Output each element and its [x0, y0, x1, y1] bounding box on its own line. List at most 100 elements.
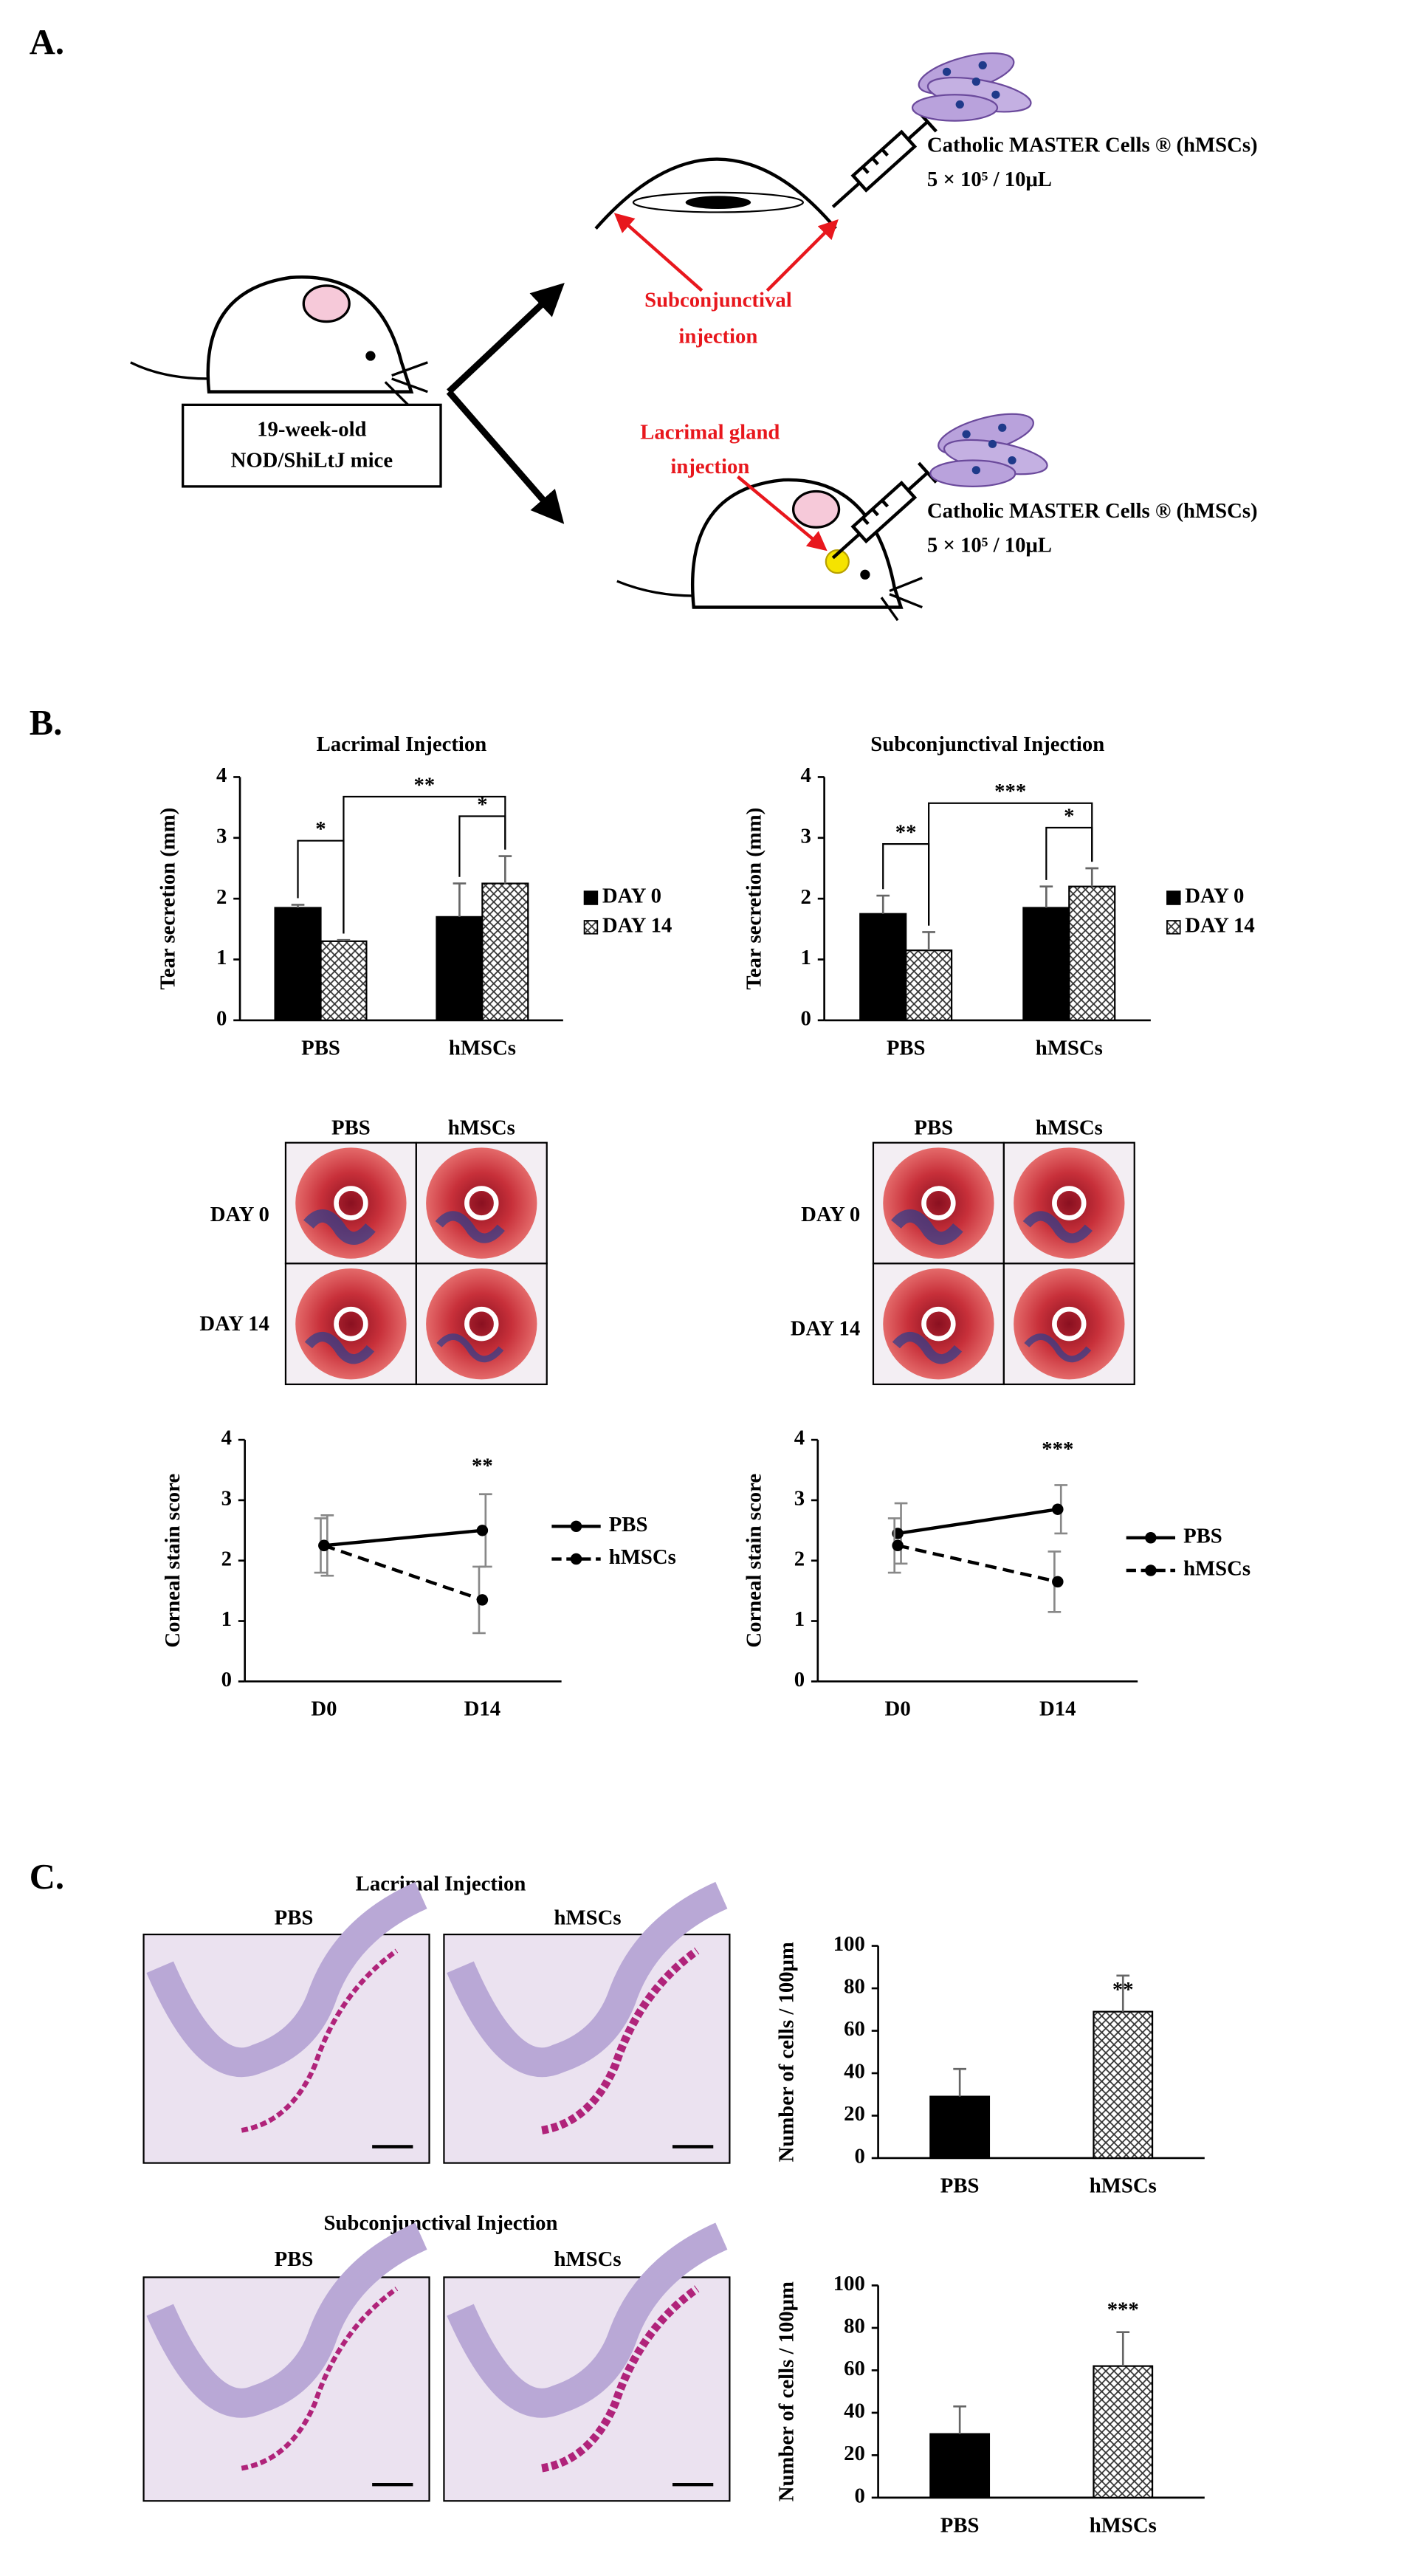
line — [897, 1508, 1059, 1536]
legend-label: DAY 14 — [1185, 913, 1254, 937]
legend-marker — [1145, 1532, 1157, 1544]
panel-label: A. — [30, 22, 64, 62]
syringe-needle — [831, 461, 938, 560]
cornea — [883, 1268, 994, 1380]
y-tick-label: 2 — [801, 885, 811, 909]
light-reflex — [464, 1306, 499, 1342]
column-label: hMSCs — [448, 1116, 515, 1140]
column-label: PBS — [914, 1116, 953, 1140]
marker — [892, 1539, 904, 1552]
x-tick-label: hMSCs — [449, 1036, 516, 1059]
y-tick-label: 0 — [221, 1668, 232, 1691]
cell — [911, 94, 999, 122]
micrographs — [142, 1881, 731, 2502]
syringe — [831, 461, 938, 560]
y-tick-label: 3 — [216, 824, 227, 848]
marker — [476, 1594, 489, 1606]
tissue — [146, 1881, 427, 2077]
y-tick-label: 100 — [833, 1932, 865, 1956]
legend-label: DAY 0 — [602, 885, 661, 908]
legend-swatch — [583, 920, 599, 935]
error-bar — [1039, 885, 1053, 908]
error-bar — [953, 2067, 966, 2097]
y-tick-label: 1 — [221, 1607, 232, 1631]
bar — [1093, 2365, 1154, 2498]
legend-marker — [570, 1520, 582, 1533]
x-tick-label: D14 — [464, 1697, 501, 1721]
significance-label: * — [315, 817, 326, 841]
stain-grid — [872, 1141, 1135, 1386]
cells-label: Catholic MASTER Cells ® (hMSCs) — [927, 499, 1258, 523]
cells — [911, 52, 1032, 122]
legend-label: PBS — [1183, 1524, 1222, 1548]
error-bar — [1116, 2331, 1130, 2366]
y-tick-label: 40 — [844, 2060, 865, 2084]
arrow — [446, 389, 565, 524]
light-reflex — [464, 1186, 499, 1220]
x-tick-label: PBS — [940, 2513, 980, 2537]
row-label: DAY 0 — [210, 1203, 269, 1226]
syringe-needle — [831, 111, 938, 208]
marker — [1052, 1576, 1064, 1588]
row-label: DAY 14 — [199, 1312, 269, 1336]
cells-label: Catholic MASTER Cells ® (hMSCs) — [927, 134, 1258, 157]
y-tick-label: 2 — [216, 885, 227, 909]
legend-label: hMSCs — [1183, 1557, 1251, 1581]
line — [323, 1528, 483, 1548]
x-tick-label: PBS — [940, 2174, 980, 2197]
cells-dose: 5 × 10⁵ / 10μL — [927, 168, 1052, 191]
column-label: hMSCs — [1036, 1116, 1103, 1140]
legend-label: DAY 0 — [1185, 885, 1244, 908]
chart-title: Subconjunctival Injection — [870, 732, 1104, 756]
error-bar — [953, 2405, 966, 2434]
y-tick-label: 3 — [221, 1487, 232, 1511]
tissue — [447, 2222, 728, 2418]
y-axis-label: Number of cells / 100μm — [775, 2281, 799, 2501]
error-bar — [498, 855, 512, 884]
fluorescein-stain — [304, 1331, 375, 1364]
legend-swatch — [1166, 890, 1181, 905]
cornea — [1014, 1147, 1125, 1259]
x-tick-label: hMSCs — [1036, 1036, 1103, 1059]
y-tick-label: 40 — [844, 2399, 865, 2422]
column-label: PBS — [275, 2247, 314, 2271]
row-label: DAY 14 — [791, 1317, 860, 1341]
light-reflex — [921, 1186, 956, 1220]
fluorescein-stain — [892, 1331, 963, 1364]
error-bar — [291, 904, 305, 908]
y-axis-label: Corneal stain score — [742, 1474, 766, 1648]
mouse-tail — [616, 577, 923, 622]
annotation: Subconjunctival — [644, 289, 792, 312]
y-tick-label: 20 — [844, 2442, 865, 2465]
fluorescein-stain — [435, 1211, 505, 1243]
y-tick-label: 0 — [855, 2145, 865, 2168]
error-bar — [337, 938, 351, 941]
annotation: injection — [670, 455, 749, 478]
light-reflex — [921, 1306, 956, 1342]
syringe — [831, 111, 938, 208]
mouse-box — [181, 403, 442, 488]
bar — [1022, 907, 1070, 1021]
y-axis-label: Tear secretion (mm) — [742, 808, 766, 990]
y-tick-label: 80 — [844, 1975, 865, 1999]
y-tick-label: 80 — [844, 2315, 865, 2338]
legend-label: hMSCs — [609, 1545, 676, 1569]
column-label: PBS — [275, 1906, 314, 1930]
y-tick-label: 0 — [794, 1668, 805, 1691]
y-tick-label: 1 — [801, 946, 811, 969]
x-tick-label: hMSCs — [1090, 2513, 1157, 2537]
error-bar — [1085, 867, 1099, 887]
bar — [859, 913, 907, 1021]
cornea — [883, 1147, 994, 1259]
bar — [929, 2433, 991, 2498]
column-label: hMSCs — [554, 2247, 622, 2271]
legend-label: DAY 14 — [602, 913, 672, 937]
line — [323, 1544, 484, 1602]
x-tick-label: PBS — [301, 1036, 340, 1059]
mouse-eye — [365, 351, 376, 361]
marker — [1052, 1503, 1064, 1515]
x-tick-label: D0 — [885, 1697, 911, 1721]
fluorescein-stain — [436, 1333, 504, 1363]
goblet-cells — [241, 1948, 399, 2133]
significance-label: ** — [895, 820, 917, 844]
